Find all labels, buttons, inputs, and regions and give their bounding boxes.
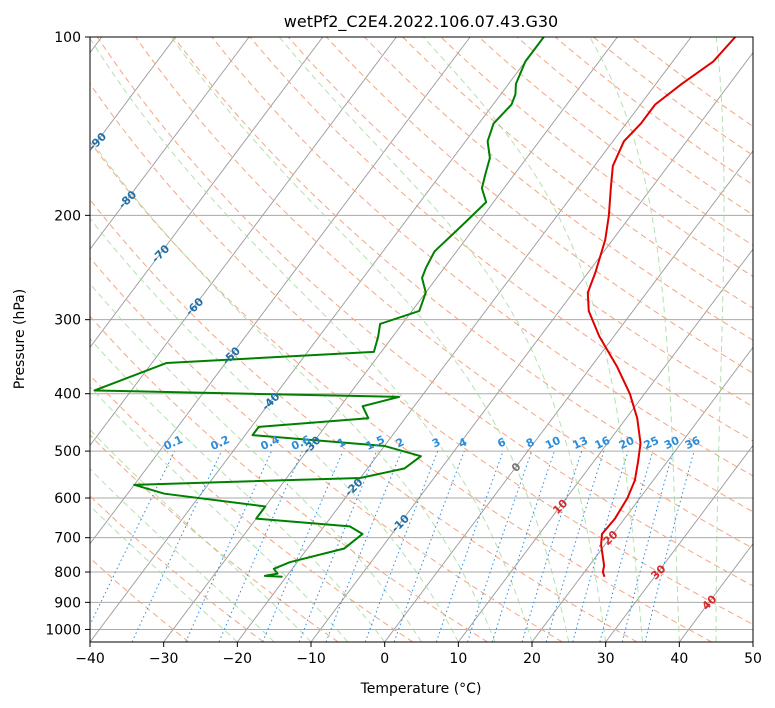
isotherm-10 (457, 248, 753, 642)
mixing-ratio-line-2 (325, 450, 402, 642)
x-tick-label-5: 10 (449, 651, 467, 667)
isotherm-0 (384, 150, 753, 642)
mixing-ratio-line-13 (521, 450, 583, 642)
y-tick-label-8: 900 (54, 595, 81, 611)
isotherm--40 (90, 37, 545, 642)
x-axis-label: Temperature (°C) (360, 681, 482, 697)
moist-adiabat-40 (589, 37, 680, 642)
mixing-ratio-label-12: 13 (571, 434, 590, 452)
mixing-ratio-label-17: 36 (683, 434, 703, 452)
mixing-ratio-label-13: 16 (593, 434, 613, 452)
y-tick-label-5: 600 (54, 491, 81, 507)
dry-adiabat-160 (478, 37, 753, 246)
x-tick-label-6: 20 (523, 651, 541, 667)
x-tick-label-4: 0 (380, 651, 389, 667)
isotherm--50 (90, 37, 471, 545)
moist-adiabat-0 (90, 338, 386, 642)
dry-adiabat--20 (90, 495, 264, 642)
x-tick-label-7: 30 (597, 651, 615, 667)
plot-frame (89, 36, 754, 643)
x-tick-label-2: −20 (223, 651, 253, 667)
isotherm--10 (310, 51, 753, 642)
isotherm--80 (90, 37, 250, 250)
x-tick-label-9: 50 (744, 651, 762, 667)
y-tick-label-6: 700 (54, 531, 81, 547)
isotherm--60 (90, 37, 397, 447)
y-axis-label: Pressure (hPa) (12, 289, 28, 389)
isotherm--30 (163, 37, 618, 642)
dry-adiabat-130 (364, 37, 753, 341)
mixing-ratio-line-0.1 (90, 450, 176, 627)
dry-adiabat-120 (325, 37, 753, 374)
mixing-ratio-line-16 (545, 450, 605, 642)
mixing-ratio-line-25 (599, 450, 654, 642)
dry-adiabat-170 (516, 37, 753, 216)
y-tick-label-2: 300 (54, 313, 81, 329)
dewpoint-line (93, 37, 545, 578)
dry-adiabat-30 (90, 198, 638, 642)
dry-adiabat-150 (440, 37, 753, 278)
dry-adiabat-100 (249, 37, 753, 442)
moist-adiabat-20 (90, 37, 533, 642)
y-tick-label-0: 100 (54, 30, 81, 46)
mixing-ratio-label-16: 30 (662, 434, 682, 452)
mixing-ratio-label-15: 25 (642, 434, 661, 452)
moist-adiabat-10 (90, 217, 459, 642)
x-tick-label-3: −10 (296, 651, 326, 667)
isotherm-20 (531, 346, 753, 642)
mixing-ratio-line-20 (572, 450, 629, 642)
isotherm--90 (90, 37, 176, 152)
mixing-ratio-label-11: 10 (543, 434, 563, 452)
mixing-ratio-label-14: 20 (617, 434, 637, 452)
mixing-ratio-line-0.2 (131, 450, 223, 642)
mixing-ratio-line-8 (467, 450, 533, 642)
moist-adiabat-5 (90, 282, 422, 642)
moist-adiabat--15 (90, 468, 275, 642)
dry-adiabat-140 (402, 37, 753, 309)
mixing-ratio-line-10 (491, 450, 555, 642)
moist-adiabat-35 (422, 37, 643, 642)
moist-adiabat-25 (170, 37, 570, 642)
moist-adiabat--20 (90, 505, 238, 642)
moist-adiabat-30 (278, 37, 607, 642)
moist-adiabat-15 (90, 138, 496, 642)
x-tick-label-1: −30 (149, 651, 179, 667)
dry-adiabat-10 (90, 315, 488, 642)
chart-title: wetPf2_C2E4.2022.106.07.43.G30 (284, 12, 558, 32)
x-tick-label-0: −40 (75, 651, 105, 667)
dry-adiabat-80 (173, 37, 753, 513)
temperature-line (586, 37, 737, 578)
y-tick-label-1: 200 (54, 208, 81, 224)
moist-adiabat--5 (90, 386, 349, 642)
y-tick-label-9: 1000 (45, 622, 81, 638)
dry-adiabat-40 (90, 140, 712, 642)
dry-adiabat-0 (90, 374, 414, 642)
y-tick-label-3: 400 (54, 387, 81, 403)
moist-adiabat--10 (90, 429, 312, 642)
isotherm--70 (90, 37, 324, 349)
dry-adiabat-70 (135, 37, 753, 549)
moist-adiabat-45 (715, 37, 725, 642)
isotherm-30 (605, 444, 753, 642)
y-tick-label-4: 500 (54, 444, 81, 460)
dry-adiabat-20 (90, 257, 563, 642)
dry-adiabat-110 (287, 37, 753, 408)
mixing-ratio-line-3 (364, 450, 439, 642)
x-tick-label-8: 40 (670, 651, 688, 667)
y-tick-label-7: 800 (54, 565, 81, 581)
isotherm--20 (236, 37, 692, 642)
dry-adiabat-50 (90, 83, 753, 626)
